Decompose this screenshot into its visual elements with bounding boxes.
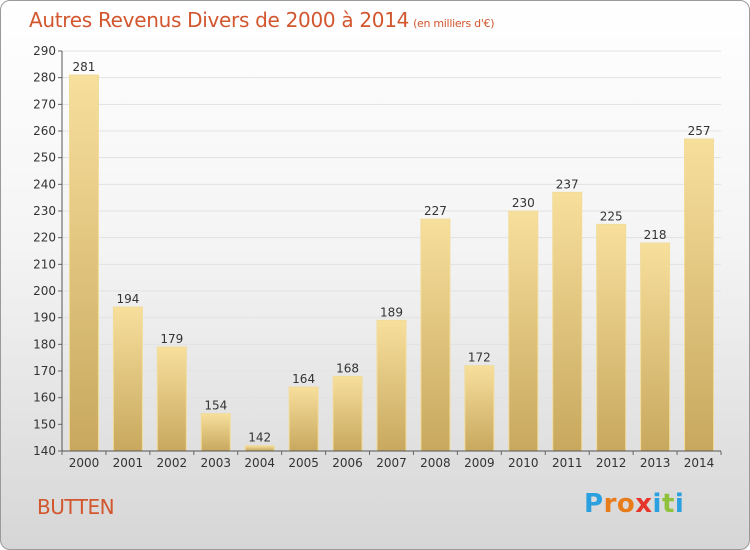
bar <box>244 445 275 452</box>
bar-value-label: 225 <box>600 209 623 223</box>
x-tick-label: 2004 <box>244 456 275 470</box>
y-tick-label: 220 <box>33 231 56 245</box>
x-tick-label: 2014 <box>684 456 715 470</box>
logo-letter: x <box>635 489 653 519</box>
y-tick-label: 190 <box>33 311 56 325</box>
bar-value-label: 230 <box>512 196 535 210</box>
y-tick-label: 240 <box>33 177 56 191</box>
x-tick-label: 2005 <box>288 456 319 470</box>
x-tick-label: 2012 <box>596 456 627 470</box>
bar-value-label: 257 <box>688 124 711 138</box>
y-tick-label: 280 <box>33 71 56 85</box>
logo-letter: i <box>674 489 685 519</box>
bar <box>200 413 231 452</box>
x-tick-label: 2006 <box>332 456 363 470</box>
bar <box>288 386 319 452</box>
logo-letter: t <box>661 489 675 519</box>
x-tick-label: 2009 <box>464 456 495 470</box>
bar <box>464 365 495 452</box>
x-tick-label: 2008 <box>420 456 451 470</box>
bar-value-label: 179 <box>160 332 183 346</box>
bar-value-label: 168 <box>336 361 359 375</box>
x-tick-label: 2013 <box>640 456 671 470</box>
y-tick-label: 180 <box>33 337 56 351</box>
x-tick-label: 2011 <box>552 456 583 470</box>
y-tick-label: 160 <box>33 391 56 405</box>
y-tick-label: 150 <box>33 417 56 431</box>
bar-value-label: 172 <box>468 351 491 365</box>
y-tick-label: 170 <box>33 364 56 378</box>
bar <box>112 306 143 452</box>
y-tick-label: 270 <box>33 97 56 111</box>
chart-title: Autres Revenus Divers de 2000 à 2014 (en … <box>29 8 495 32</box>
bar <box>68 74 99 452</box>
bar-value-label: 227 <box>424 204 447 218</box>
bar-value-label: 194 <box>116 292 139 306</box>
logo-letter: P <box>584 489 604 519</box>
proxiti-logo[interactable]: Proxiti <box>584 489 684 519</box>
bar-value-label: 218 <box>644 228 667 242</box>
logo-letter: r <box>603 489 617 519</box>
title-text: Autres Revenus Divers de 2000 à 2014 <box>29 8 410 32</box>
x-tick-label: 2007 <box>376 456 407 470</box>
y-tick-label: 230 <box>33 204 56 218</box>
bar-value-label: 164 <box>292 372 315 386</box>
x-tick-label: 2003 <box>200 456 231 470</box>
bar <box>552 191 583 452</box>
bar <box>376 319 407 452</box>
axes: 140 150 160 170 180 190 200 210 220 230 240 250 260 2… <box>33 44 722 470</box>
bar <box>596 223 627 452</box>
bar <box>640 242 671 452</box>
logo-letter: o <box>616 489 636 519</box>
y-tick-label: 250 <box>33 151 56 165</box>
bar-value-label: 142 <box>248 431 271 445</box>
x-tick-label: 2001 <box>113 456 144 470</box>
bar <box>684 138 715 452</box>
x-tick-label: 2002 <box>157 456 188 470</box>
x-tick-label: 2010 <box>508 456 539 470</box>
bar <box>420 218 451 452</box>
bar <box>332 375 363 452</box>
bar-value-label: 237 <box>556 177 579 191</box>
bar <box>156 346 187 452</box>
bar-value-label: 189 <box>380 305 403 319</box>
y-tick-label: 140 <box>33 444 56 458</box>
y-tick-label: 260 <box>33 124 56 138</box>
y-tick-label: 290 <box>33 44 56 58</box>
y-tick-label: 210 <box>33 257 56 271</box>
bar-value-label: 154 <box>204 399 227 413</box>
bar <box>508 210 539 452</box>
place-name: BUTTEN <box>37 495 115 519</box>
x-tick-label: 2000 <box>69 456 100 470</box>
y-tick-label: 200 <box>33 284 56 298</box>
logo-letter: i <box>652 489 662 519</box>
bar-value-label: 281 <box>73 60 96 74</box>
bars: 281 194 179 154 142 164 168 189 227 172 230 237 225 2… <box>68 60 715 452</box>
unit-label: (en milliers d'€) <box>413 17 495 30</box>
